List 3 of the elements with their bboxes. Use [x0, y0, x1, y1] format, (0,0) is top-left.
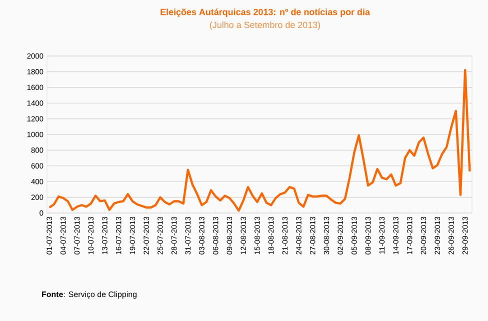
chart-title: Eleições Autárquicas 2013: nº de notícias por dia: [160, 8, 370, 17]
chart-subtitle: (Julho a Setembro de 2013): [210, 22, 320, 30]
line-series: [48, 69, 471, 212]
